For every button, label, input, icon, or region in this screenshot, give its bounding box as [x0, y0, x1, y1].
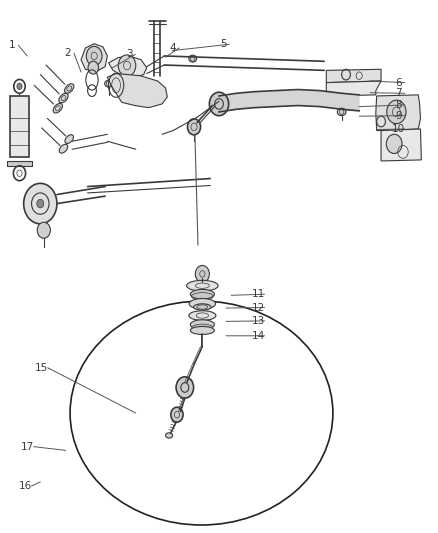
Text: 4: 4 — [170, 43, 177, 53]
Text: 1: 1 — [9, 41, 16, 50]
Circle shape — [24, 183, 57, 224]
Polygon shape — [109, 56, 147, 77]
Polygon shape — [81, 44, 107, 72]
Ellipse shape — [187, 280, 218, 291]
Ellipse shape — [166, 433, 173, 438]
Ellipse shape — [53, 103, 63, 113]
Text: 7: 7 — [395, 88, 402, 98]
Circle shape — [171, 407, 183, 422]
Circle shape — [17, 83, 22, 90]
Ellipse shape — [64, 84, 74, 93]
Text: 14: 14 — [252, 331, 265, 341]
Text: 2: 2 — [64, 49, 71, 58]
Circle shape — [187, 119, 201, 135]
Polygon shape — [376, 95, 420, 131]
Text: 5: 5 — [220, 39, 227, 49]
Polygon shape — [7, 161, 32, 166]
Circle shape — [37, 222, 50, 238]
Polygon shape — [381, 129, 421, 161]
Text: 13: 13 — [252, 316, 265, 326]
Ellipse shape — [191, 289, 215, 299]
Ellipse shape — [191, 326, 215, 335]
Text: 11: 11 — [252, 289, 265, 299]
Text: 6: 6 — [395, 78, 402, 87]
Text: 8: 8 — [395, 100, 402, 110]
Ellipse shape — [192, 324, 213, 332]
Text: 9: 9 — [395, 111, 402, 120]
Circle shape — [195, 265, 209, 282]
Circle shape — [86, 46, 102, 66]
Text: 17: 17 — [21, 442, 34, 451]
Ellipse shape — [189, 298, 215, 309]
Circle shape — [37, 199, 44, 208]
Ellipse shape — [189, 55, 197, 62]
Polygon shape — [10, 96, 29, 157]
Ellipse shape — [105, 80, 113, 87]
Ellipse shape — [59, 144, 68, 153]
Text: 15: 15 — [35, 363, 48, 373]
Circle shape — [387, 100, 406, 124]
Circle shape — [88, 61, 99, 74]
Ellipse shape — [59, 93, 68, 103]
Text: 3: 3 — [126, 50, 133, 59]
Circle shape — [209, 92, 229, 116]
Text: 16: 16 — [19, 481, 32, 491]
Ellipse shape — [65, 135, 74, 143]
Circle shape — [118, 55, 136, 76]
Ellipse shape — [191, 320, 215, 329]
Text: 12: 12 — [252, 303, 265, 312]
Circle shape — [386, 134, 402, 154]
Ellipse shape — [189, 311, 216, 320]
Polygon shape — [107, 74, 167, 108]
Text: 10: 10 — [392, 124, 405, 134]
Circle shape — [176, 377, 194, 398]
Ellipse shape — [194, 304, 211, 310]
Ellipse shape — [337, 108, 346, 116]
Polygon shape — [326, 81, 381, 96]
Polygon shape — [326, 69, 381, 83]
